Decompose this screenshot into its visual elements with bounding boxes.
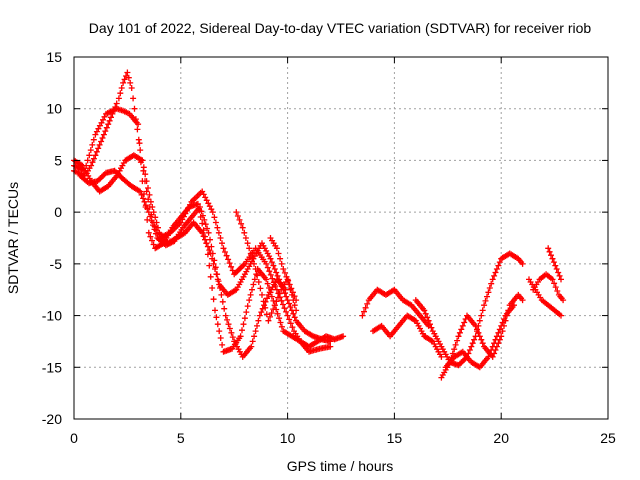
chart-title: Day 101 of 2022, Sidereal Day-to-day VTE… [89,20,592,36]
series-track-5 [233,209,300,324]
y-tick-label: 10 [46,101,62,117]
series-track-8 [370,312,445,360]
series-track-11 [442,302,517,371]
y-tick-label: 0 [54,204,62,220]
x-tick-label: 5 [177,430,185,446]
axis-ticks [73,56,609,420]
x-tick-label: 15 [387,430,403,446]
series-markers [442,302,517,371]
x-tick-label: 25 [600,430,616,446]
series-markers [233,209,300,324]
y-tick-label: 5 [54,152,62,168]
series-markers [545,245,564,283]
series-markers [267,235,300,304]
plot-frame [73,56,609,420]
series-markers [77,167,289,360]
series-track-7 [359,286,432,329]
y-tick-label: 15 [46,49,62,65]
axis-tick-labels: 0 5 10 15 20 25 -20 -15 -10 -5 0 5 10 15 [42,49,616,446]
x-tick-label: 20 [493,430,509,446]
y-axis-label: SDTVAR / TECUs [5,182,21,294]
series-track-14 [545,245,564,283]
series-markers [530,271,567,304]
series-track-4 [77,167,289,360]
y-tick-label: -10 [42,308,62,324]
series-markers [359,286,432,329]
data-series [71,69,567,381]
y-tick-label: -5 [50,256,63,272]
series-track-13 [530,271,567,304]
series-markers [370,312,445,360]
x-tick-label: 0 [70,430,78,446]
series-track-6 [267,235,300,304]
x-tick-label: 10 [280,430,296,446]
y-tick-label: -15 [42,359,62,375]
x-axis-label: GPS time / hours [287,458,394,474]
y-tick-label: -20 [42,411,62,427]
grid-lines [74,57,608,419]
